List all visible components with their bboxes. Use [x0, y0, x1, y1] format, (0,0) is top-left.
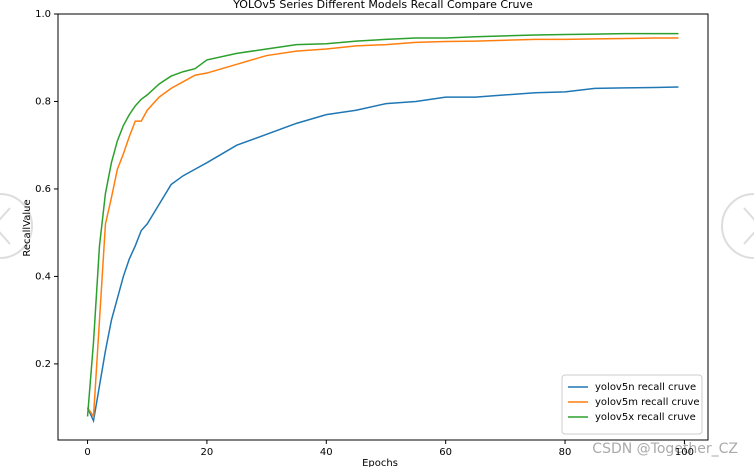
- y-tick-label: 0.2: [35, 359, 51, 370]
- prev-arrow: [0, 207, 11, 245]
- series-line: [86, 32, 679, 417]
- y-tick-label: 1.0: [35, 9, 51, 20]
- y-axis-label: RecallValue: [22, 199, 33, 256]
- next-button[interactable]: [721, 193, 754, 259]
- x-tick-label: 20: [201, 447, 214, 458]
- legend: yolov5n recall cruve yolov5m recall cruve…: [561, 374, 703, 435]
- next-arrow: [743, 207, 754, 245]
- plot-frame: [57, 13, 709, 441]
- x-tick-label: 80: [559, 447, 572, 458]
- series-line: [86, 37, 679, 419]
- chart-title: YOLOv5 Series Different Models Recall Co…: [232, 0, 533, 11]
- prev-button[interactable]: [0, 193, 33, 259]
- legend-label: yolov5m recall cruve: [595, 397, 700, 408]
- x-tick-label: 0: [84, 447, 90, 458]
- y-tick-label: 0.8: [35, 96, 51, 107]
- legend-label: yolov5x recall cruve: [595, 412, 696, 423]
- y-tick-label: 0.4: [35, 271, 51, 282]
- x-tick-label: 60: [439, 447, 452, 458]
- series-line: [86, 86, 679, 424]
- y-tick-label: 0.6: [35, 184, 51, 195]
- nav-arrows: [0, 193, 754, 259]
- legend-box: [561, 374, 703, 435]
- watermark: CSDN @Together_CZ: [592, 441, 738, 457]
- x-tick-label: 40: [320, 447, 333, 458]
- x-tick-label: 100: [675, 447, 694, 458]
- x-axis-label: Epochs: [362, 458, 398, 467]
- legend-label: yolov5n recall cruve: [595, 382, 696, 393]
